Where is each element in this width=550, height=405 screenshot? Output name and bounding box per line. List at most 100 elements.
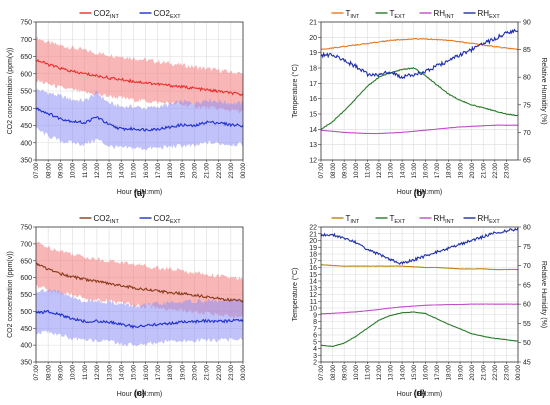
x-tick-label: 09:00	[58, 162, 65, 178]
y-tick-label: 16	[309, 96, 317, 103]
x-tick-label: 15:00	[131, 162, 138, 178]
y-axis-label: CO2 concentration (ppm(v))	[7, 48, 14, 135]
series-line-co2-int	[35, 58, 244, 97]
x-tick-label: 07:00	[33, 162, 40, 178]
y-tick-label: 19	[309, 50, 317, 57]
x-tick-label: 09:00	[341, 162, 348, 178]
legend-label-subscript: EXT	[489, 14, 500, 20]
x-tick-label: 15:00	[411, 162, 418, 178]
y2-tick-label: 90	[523, 20, 531, 27]
x-tick-label: 10:00	[353, 364, 360, 380]
chart-panel-c: 350 400 450 500 550 600 650 700 750 07:00 08:00 09:…	[7, 214, 247, 398]
x-tick-label: 13:00	[388, 364, 395, 380]
y-tick-label: 7	[313, 326, 317, 333]
x-tick-label: 12:00	[94, 364, 101, 380]
y-tick-label: 500	[20, 106, 32, 113]
legend-label-main: T	[390, 214, 395, 223]
legend-label: CO2EXT	[154, 9, 182, 20]
legend-label-main: CO2	[154, 9, 171, 18]
x-tick-label: 17:00	[434, 364, 441, 380]
x-tick-label: 23:00	[228, 364, 235, 380]
y2-tick-label: 70	[523, 130, 531, 137]
x-tick-label: 18:00	[446, 162, 453, 178]
legend-entry: CO2INT	[79, 9, 120, 20]
y-tick-label: 700	[20, 241, 32, 248]
x-tick-label: 18:00	[167, 162, 174, 178]
y-tick-label: 17	[309, 258, 317, 265]
y-tick-label: 600	[20, 71, 32, 78]
x-tick-label: 16:00	[143, 364, 150, 380]
legend-label: CO2INT	[94, 214, 120, 225]
x-tick-label: 13:00	[388, 162, 395, 178]
legend-label-subscript: INT	[110, 14, 120, 20]
y-tick-label: 400	[20, 343, 32, 350]
legend-entry: TEXT	[375, 214, 406, 225]
legend-entry: CO2EXT	[139, 214, 181, 225]
x-tick-label: 17:00	[434, 162, 441, 178]
y2-tick-label: 75	[523, 102, 531, 109]
legend-label-subscript: INT	[350, 219, 360, 225]
y-tick-label: 700	[20, 37, 32, 44]
x-tick-label: 08:00	[330, 162, 337, 178]
y-tick-label: 450	[20, 123, 32, 130]
band-co2-int	[36, 241, 243, 319]
x-tick-label: 00:00	[240, 364, 247, 380]
x-tick-label: 15:00	[131, 364, 138, 380]
x-tick-label: 09:00	[58, 364, 65, 380]
band-co2-ext	[36, 88, 243, 151]
y2-tick-label: 65	[523, 282, 531, 289]
x-tick-label: 00:00	[240, 162, 247, 178]
y-tick-label: 20	[309, 238, 317, 245]
x-tick-label: 07:00	[318, 364, 325, 380]
legend-label: RHINT	[434, 214, 455, 225]
y-tick-label: 750	[20, 225, 32, 232]
y-tick-label: 10	[309, 306, 317, 313]
legend-label-main: CO2	[94, 214, 111, 223]
x-tick-label: 13:00	[106, 364, 113, 380]
legend-label-subscript: EXT	[394, 14, 405, 20]
y-tick-label: 350	[20, 360, 32, 367]
series-line-t-int	[320, 37, 519, 51]
legend-label-subscript: EXT	[394, 219, 405, 225]
y2-axis-label: Relative Humidity (%)	[540, 261, 547, 328]
y-tick-label: 11	[310, 299, 317, 306]
y-tick-label: 6	[313, 333, 317, 340]
x-tick-label: 19:00	[179, 364, 186, 380]
x-tick-label: 23:00	[504, 364, 511, 380]
legend-label-subscript: INT	[445, 14, 455, 20]
legend-entry: RHEXT	[463, 214, 501, 225]
y-tick-label: 21	[309, 20, 317, 27]
legend-label: RHEXT	[478, 214, 501, 225]
x-tick-label: 18:00	[446, 364, 453, 380]
y-tick-label: 5	[313, 339, 317, 346]
y-tick-label: 21	[309, 231, 317, 238]
y-tick-label: 12	[309, 292, 317, 299]
y-tick-label: 500	[20, 309, 32, 316]
x-tick-label: 16:00	[143, 162, 150, 178]
x-tick-label: 11:00	[365, 364, 372, 380]
y2-tick-label: 55	[523, 321, 531, 328]
series-line-rh-ext	[320, 28, 519, 80]
x-tick-label: 00:00	[515, 364, 522, 380]
y-tick-label: 2	[313, 360, 317, 367]
legend-label-main: RH	[478, 9, 490, 18]
x-tick-label: 21:00	[204, 364, 211, 380]
legend-label: TINT	[346, 9, 360, 20]
y-tick-label: 750	[20, 20, 32, 27]
series-line-rh-int	[320, 124, 518, 135]
y-tick-label: 19	[309, 245, 317, 252]
y2-tick-label: 45	[523, 360, 531, 367]
y2-tick-label: 80	[523, 75, 531, 82]
y-tick-label: 18	[309, 66, 317, 73]
x-tick-label: 08:00	[45, 162, 52, 178]
legend-entry: CO2EXT	[139, 9, 182, 20]
legend-entry: RHEXT	[463, 9, 500, 20]
x-tick-label: 17:00	[155, 162, 162, 178]
x-tick-label: 13:00	[106, 162, 113, 178]
series-line-rh-int	[320, 303, 519, 315]
legend-entry: CO2INT	[79, 214, 120, 225]
chart-panel-d: 2345678910111213141516171819202122455055…	[291, 214, 547, 398]
panel-caption: (c)	[134, 388, 145, 398]
legend-entry: TEXT	[375, 9, 406, 20]
